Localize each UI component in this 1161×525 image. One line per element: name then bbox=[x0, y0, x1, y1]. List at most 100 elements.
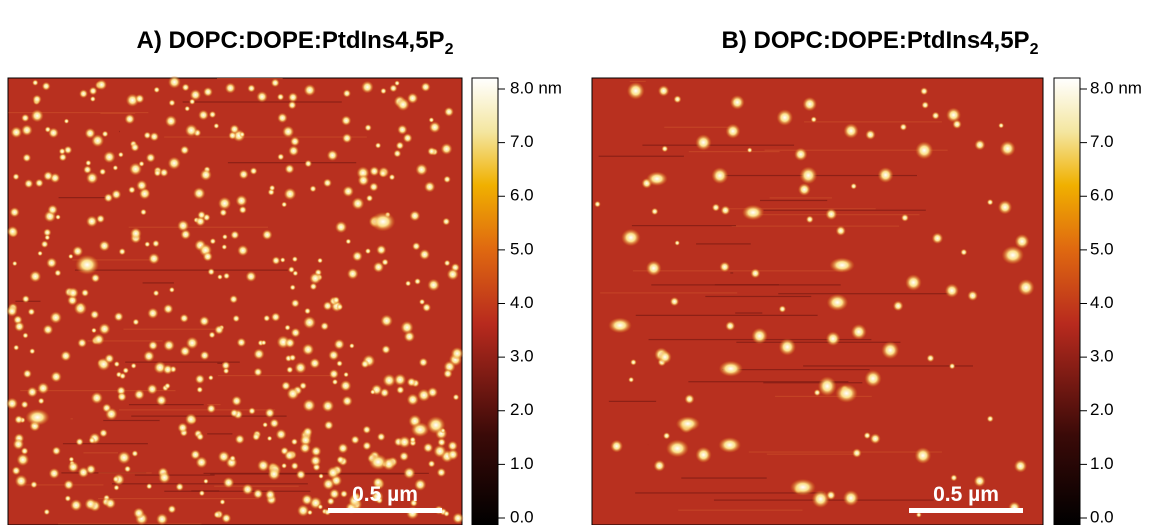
particle bbox=[412, 242, 421, 251]
particle bbox=[674, 240, 680, 246]
particle bbox=[144, 241, 151, 248]
particle bbox=[197, 210, 206, 220]
particle bbox=[291, 256, 298, 263]
particle bbox=[72, 245, 84, 257]
scan-line bbox=[207, 433, 233, 435]
particle bbox=[241, 483, 254, 496]
particle bbox=[256, 91, 268, 103]
colorbar bbox=[471, 77, 499, 525]
particle bbox=[719, 261, 730, 273]
particle bbox=[372, 261, 385, 273]
scan-line bbox=[635, 492, 824, 494]
particle bbox=[428, 121, 441, 134]
particle bbox=[96, 214, 105, 224]
particle bbox=[196, 432, 205, 441]
particle bbox=[180, 229, 191, 240]
particle bbox=[427, 386, 439, 398]
particle bbox=[14, 415, 24, 425]
particle bbox=[948, 362, 956, 370]
particle bbox=[252, 488, 264, 500]
particle bbox=[203, 478, 209, 484]
particle bbox=[21, 295, 30, 303]
particle bbox=[345, 238, 352, 245]
scan-line bbox=[688, 381, 849, 383]
particle bbox=[944, 283, 959, 298]
scan-line bbox=[214, 485, 299, 487]
particle bbox=[802, 96, 817, 112]
particle bbox=[797, 183, 811, 196]
particle bbox=[720, 205, 731, 216]
particle bbox=[810, 116, 817, 123]
particle bbox=[261, 229, 273, 241]
scan-line bbox=[58, 197, 106, 199]
scan-line bbox=[217, 374, 335, 377]
particle bbox=[997, 200, 1013, 215]
particle bbox=[253, 348, 265, 360]
particle bbox=[229, 294, 238, 304]
particle bbox=[262, 421, 269, 428]
particle bbox=[63, 479, 74, 491]
scan-line bbox=[217, 362, 223, 364]
particle bbox=[219, 498, 226, 505]
particle bbox=[414, 277, 421, 285]
particle bbox=[271, 256, 281, 265]
particle bbox=[302, 343, 315, 356]
scan-line bbox=[608, 400, 657, 402]
particle bbox=[415, 163, 428, 176]
particle bbox=[284, 163, 295, 174]
particle bbox=[288, 266, 295, 274]
particle bbox=[179, 345, 191, 357]
particle bbox=[365, 194, 374, 202]
particle bbox=[999, 140, 1016, 157]
particle bbox=[219, 208, 228, 217]
scan-line bbox=[730, 272, 734, 274]
particle bbox=[73, 301, 87, 315]
particle bbox=[310, 445, 322, 457]
particle bbox=[295, 469, 306, 480]
particle bbox=[406, 377, 417, 387]
particle bbox=[13, 344, 20, 351]
particle bbox=[407, 92, 419, 104]
particle bbox=[217, 196, 232, 210]
particle bbox=[946, 107, 962, 123]
particle bbox=[149, 131, 159, 142]
particle bbox=[88, 436, 96, 444]
particle bbox=[914, 447, 932, 464]
scan-line bbox=[74, 269, 288, 271]
particle bbox=[960, 248, 968, 256]
particle bbox=[778, 338, 796, 356]
particle bbox=[167, 156, 181, 170]
particle bbox=[238, 169, 249, 180]
particle bbox=[287, 100, 297, 110]
particle bbox=[143, 350, 155, 362]
particle bbox=[229, 408, 239, 418]
particle bbox=[221, 233, 228, 240]
scan-line bbox=[164, 136, 367, 138]
particle bbox=[79, 89, 88, 99]
colorbar-tick-label: 1.0 bbox=[510, 454, 534, 473]
particle bbox=[249, 167, 258, 175]
scan-line bbox=[803, 365, 973, 367]
particle bbox=[730, 95, 745, 110]
particle bbox=[105, 407, 118, 421]
particle bbox=[129, 227, 142, 240]
panel-title: A) DOPC:DOPE:PtdIns4,5P2 bbox=[137, 27, 454, 58]
particle bbox=[905, 274, 922, 291]
particle bbox=[22, 332, 29, 339]
particle bbox=[382, 373, 396, 387]
particle bbox=[364, 248, 372, 255]
particle bbox=[446, 268, 459, 281]
particle bbox=[209, 238, 217, 245]
particle bbox=[626, 81, 645, 100]
particle bbox=[14, 321, 25, 332]
particle bbox=[153, 169, 162, 177]
particle bbox=[920, 87, 929, 96]
particle bbox=[6, 305, 18, 317]
particle bbox=[309, 455, 322, 467]
particle bbox=[290, 438, 298, 446]
particle bbox=[239, 131, 246, 138]
particle bbox=[198, 109, 209, 121]
aggregate bbox=[718, 437, 742, 453]
particle bbox=[37, 382, 50, 395]
particle bbox=[58, 147, 66, 155]
